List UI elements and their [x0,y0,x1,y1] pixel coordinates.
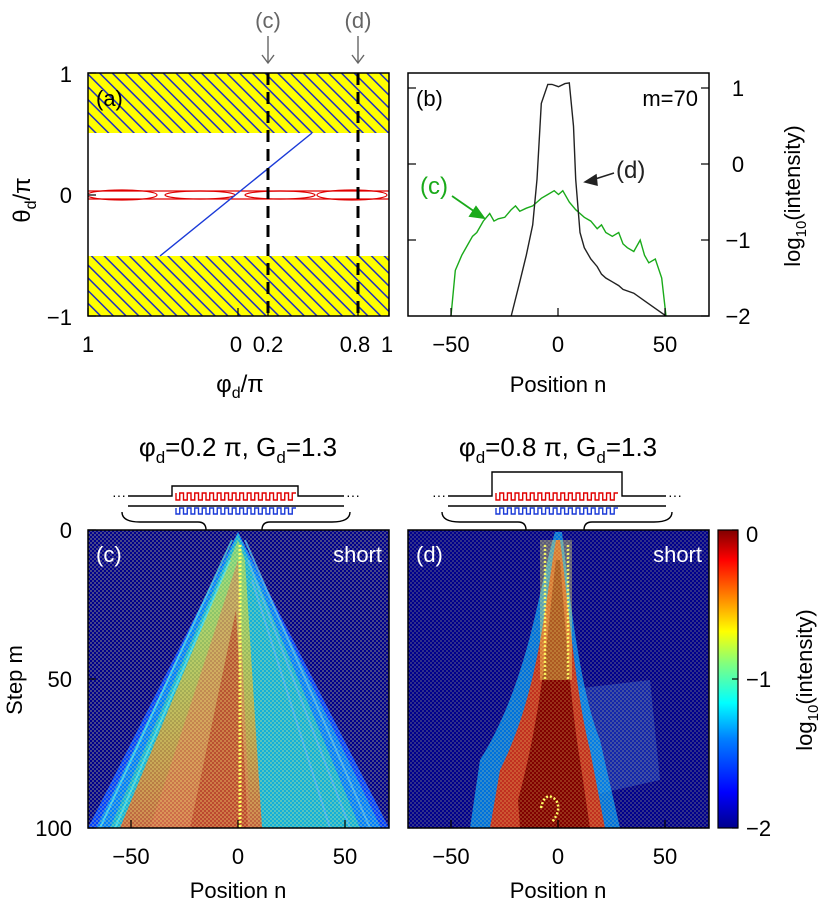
cbar-tick-0: 0 [746,522,758,547]
svg-text:···: ··· [432,487,446,503]
c-xtick-0: 0 [232,844,244,869]
a-xtick-08: 0.8 [340,332,371,357]
b-ytick-1: 1 [732,76,744,101]
a-xtick-1: 1 [82,332,94,357]
cbar-tick-m1: −1 [746,667,771,692]
panel-c: (c) short [87,529,390,829]
c-ytick-0: 0 [60,518,72,543]
b-xtick-50: 50 [653,332,677,357]
region-top [88,73,389,133]
svg-text:···: ··· [112,487,126,503]
a-ylabel: θd/π [9,177,40,223]
b-ytick-0: 0 [732,152,744,177]
d-xtick-0: 0 [552,844,564,869]
c-xlabel: Position n [190,878,287,903]
a-ytick-0: 0 [60,183,72,208]
a-ytick-m1: −1 [47,305,72,330]
b-ytick-m1: −1 [725,228,750,253]
marker-d-label: (d) [345,8,372,33]
ticks-a [87,72,390,317]
blue-diagonal [159,132,313,257]
d-xtick-m50: −50 [432,844,469,869]
svg-text:···: ··· [668,487,682,503]
cbar-label: log10(intensity) [792,609,822,750]
c-ytick-100: 100 [35,816,72,841]
lines-b [450,82,667,316]
b-ytick-m2: −2 [725,304,750,329]
cbar-tick-m2: −2 [746,816,771,841]
ticks-bottom [88,529,666,829]
schematic-d: ··· ··· [432,471,682,531]
panel-d-label: (d) [416,542,443,567]
schematic-c: ··· ··· [112,485,360,531]
panel-c-label: (c) [96,542,122,567]
marker-arrows [261,36,365,65]
series-line-c [450,189,667,316]
b-xtick-m50: −50 [432,332,469,357]
panel-b-label: (b) [416,86,443,111]
red-contours [88,189,389,201]
svg-text:···: ··· [346,487,360,503]
panel-d: (d) short [407,529,710,829]
ticks-b [408,87,709,317]
a-ytick-1: 1 [60,62,72,87]
arrow-c [451,195,486,220]
panel-c-tag: short [333,542,382,567]
a-xtick-02: 0.2 [253,332,284,357]
a-xtick-1b: 1 [381,332,393,357]
c-xtick-m50: −50 [112,844,149,869]
b-xtick-0: 0 [552,332,564,357]
c-ylabel: Step m [2,645,27,715]
d-xlabel: Position n [510,878,607,903]
panel-a: (c) (d) (a) 1 0 −1 1 0 0.2 0.8 1 φd/π θd… [9,8,393,402]
b-ylabel: log10(intensity) [780,125,810,266]
panel-b: (b) m=70 −50 0 50 1 0 −1 −2 Position n l… [407,72,810,397]
arrow-d [583,172,615,186]
colorbar: 0 −1 −2 log10(intensity) [717,522,822,841]
c-xtick-50: 50 [333,844,357,869]
a-xlabel: φd/π [216,371,264,402]
a-xtick-0: 0 [230,332,242,357]
heatmap-c [88,530,389,828]
c-ytick-50: 50 [48,667,72,692]
curve-label-c: (c) [420,173,448,200]
title-d: φd=0.8 π, Gd=1.3 [459,432,657,467]
marker-c-label: (c) [255,8,281,33]
heatmap-d [408,530,709,828]
panel-d-tag: short [653,542,702,567]
series-line-d [510,82,667,316]
title-c: φd=0.2 π, Gd=1.3 [139,432,337,467]
panel-b-step: m=70 [642,86,698,111]
curve-label-d: (d) [616,157,645,184]
b-xlabel: Position n [510,372,607,397]
d-xtick-50: 50 [653,844,677,869]
region-bottom [88,256,389,316]
panel-a-label: (a) [96,86,123,111]
